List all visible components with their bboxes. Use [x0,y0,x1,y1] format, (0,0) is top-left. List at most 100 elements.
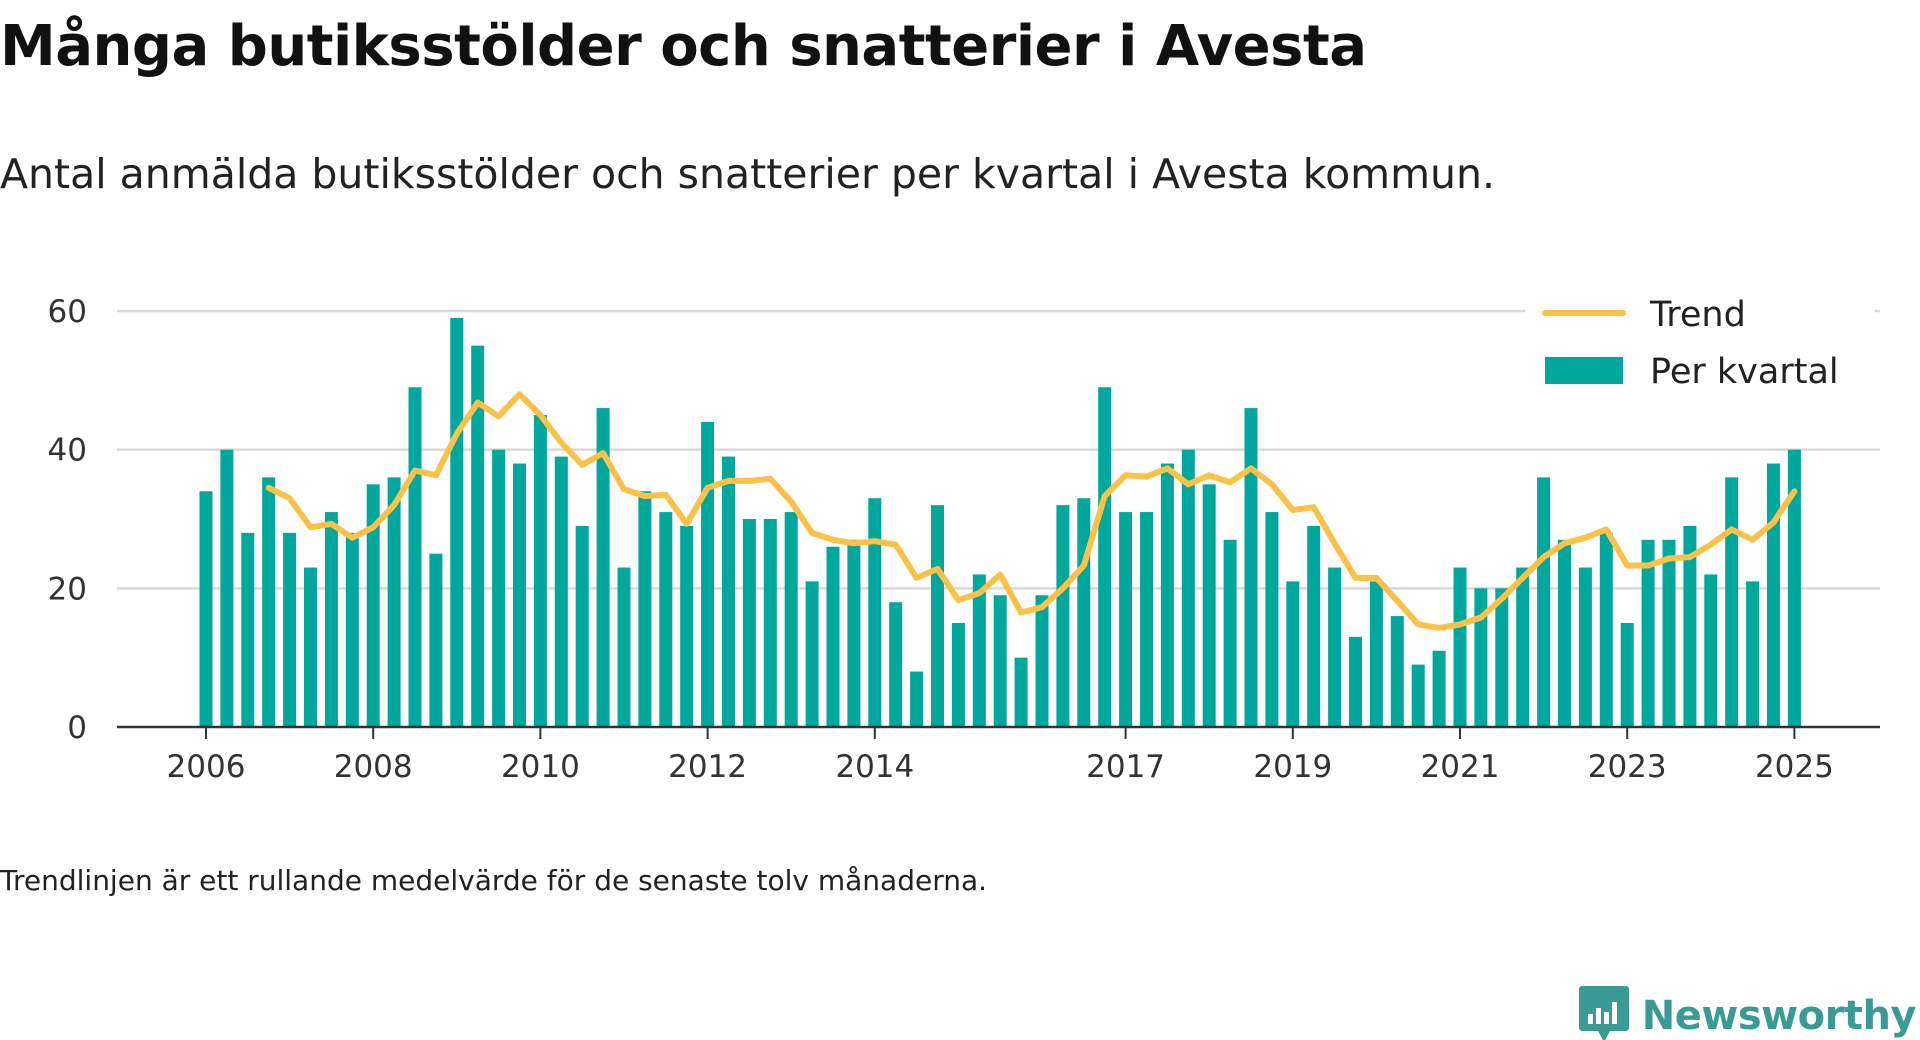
bar [951,623,965,727]
trend-series [265,391,1798,631]
bar [283,532,297,727]
bar [638,491,652,727]
bar [1578,567,1592,727]
bar [784,512,798,727]
bar [1453,567,1467,727]
bar [1495,588,1509,727]
brand-name: Newsworthy [1641,993,1917,1039]
y-tick-label: 40 [48,433,87,469]
bar [742,519,756,727]
bar [701,421,715,727]
bar [910,671,924,727]
bar [533,415,547,727]
bar [1767,463,1780,727]
bar [471,345,485,727]
x-tick-label: 2021 [1421,749,1500,785]
bar [931,505,944,727]
bar [387,477,401,727]
bar [241,532,255,727]
bar [1098,387,1112,727]
bar [408,387,422,727]
legend-bar-swatch [1545,357,1623,384]
bar [304,567,317,727]
legend-bar-label: Per kvartal [1650,352,1839,392]
bar [1683,525,1697,727]
trend-line [265,391,1798,631]
axes: 0 20 40 60 2006 2008 2010 2012 2014 2017 2019 2021 2… [48,294,1880,785]
brand-logo: Newsworthy [1578,984,1917,1040]
bar [847,539,861,727]
bar [1056,505,1070,727]
bar [1014,657,1028,727]
bar [1244,408,1258,727]
bar [1537,477,1551,727]
bar [575,525,589,727]
bar [826,546,840,727]
bar [972,574,986,727]
bar [554,456,568,727]
bar [1620,623,1634,727]
bar [1328,567,1342,727]
bar [722,456,735,727]
bar [366,484,380,727]
bar [1432,650,1446,727]
chart-area: 0 20 40 60 2006 2008 2010 2012 2014 2017 2019 2021 2… [48,294,1880,785]
bar [1202,484,1216,727]
bar [889,602,903,727]
bar [1307,525,1321,727]
bar [1369,581,1383,727]
bar [1516,567,1530,727]
bar [220,449,234,727]
chart-subtitle: Antal anmälda butiksstölder och snatteri… [0,150,1496,198]
bar [492,449,506,727]
bar [1390,616,1404,727]
bar [680,525,694,727]
x-tick-label: 2019 [1253,749,1332,785]
bar [1746,581,1760,727]
bar [1599,532,1613,727]
x-tick-label: 2010 [501,749,580,785]
bar [659,512,673,727]
bar [1265,512,1279,727]
legend-trend-label: Trend [1649,295,1746,335]
bar [324,512,338,727]
bar [1474,588,1488,727]
x-tick-label: 2014 [835,749,914,785]
bar [345,532,359,727]
x-tick-label: 2025 [1755,749,1834,785]
bar [993,595,1007,727]
bar-series [199,317,1801,727]
y-tick-label: 20 [48,571,87,607]
x-tick-label: 2008 [334,749,413,785]
bar [513,463,526,727]
bar [805,581,819,727]
newsworthy-logo-icon [1578,984,1630,1040]
bar [262,477,276,727]
x-tick-label: 2023 [1588,749,1667,785]
bar [1035,595,1049,727]
bar [1704,574,1718,727]
bar [1160,463,1174,727]
bar [868,498,882,727]
x-tick-label: 2012 [668,749,747,785]
x-tick-label: 2006 [167,749,246,785]
chart-title: Många butiksstölder och snatterier i Ave… [0,14,1367,79]
bar [1077,498,1091,727]
bar [450,317,464,727]
bar [763,519,777,727]
y-tick-label: 60 [48,294,87,330]
bar [1641,539,1655,727]
bar [1558,539,1571,727]
bar [199,491,213,727]
bar [1181,449,1195,727]
bar [1662,539,1676,727]
legend: Trend Per kvartal [1525,295,1875,396]
bar [617,567,631,727]
bar [1411,664,1425,727]
y-tick-label: 0 [67,710,87,746]
bar [1286,581,1300,727]
bar [1140,512,1153,727]
bar [429,553,443,727]
bar [1119,512,1133,727]
footnote: Trendlinjen är ett rullande medelvärde f… [0,864,988,897]
